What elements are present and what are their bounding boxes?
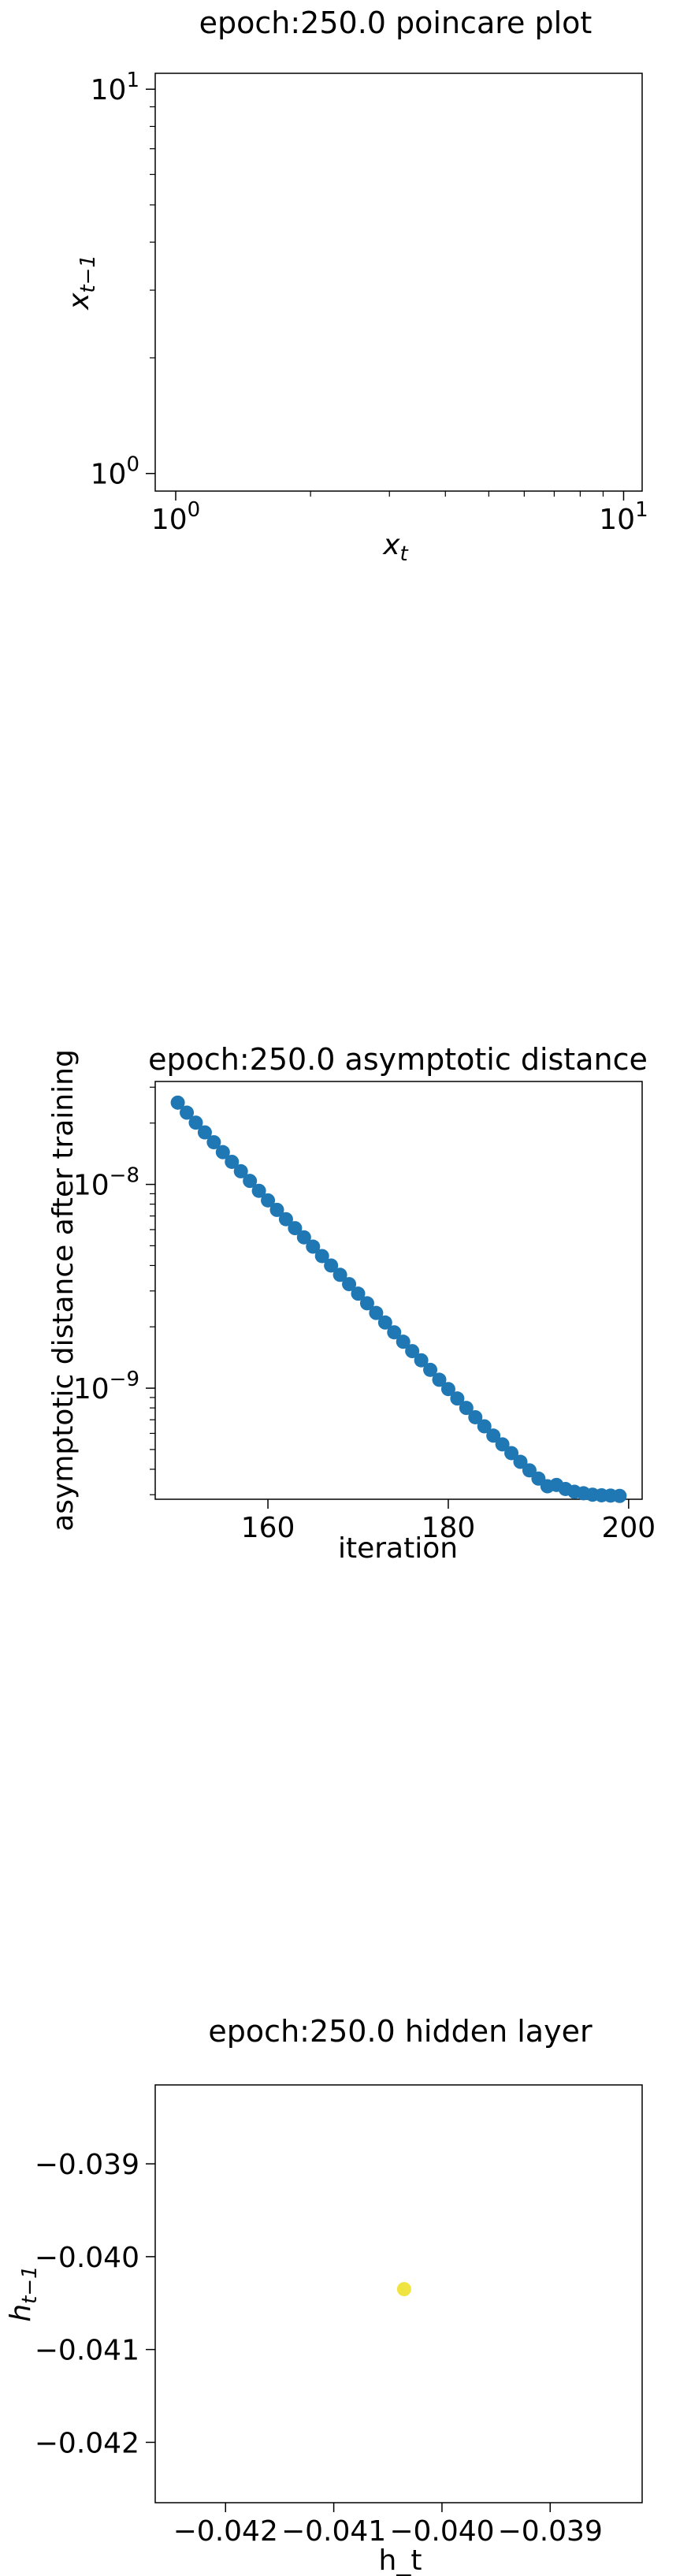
data-point (332, 1268, 347, 1282)
y-tick-label: −0.041 (35, 2335, 139, 2367)
data-point (359, 1296, 374, 1311)
data-point (180, 1105, 195, 1120)
x-tick-label: −0.039 (498, 2515, 603, 2548)
x-tick-label: 200 (601, 1512, 656, 1544)
h-label-main: h (5, 2304, 37, 2322)
data-point (513, 1454, 528, 1469)
data-point (288, 1221, 303, 1236)
x-label-sub: t (400, 542, 409, 566)
data-point (324, 1258, 339, 1273)
hidden-layer-panel: epoch:250.0 hidden layer −0.042 −0.041 −0.… (5, 2014, 643, 2576)
hidden-layer-ticks (146, 2163, 552, 2512)
x-tick-label: 100 (151, 498, 200, 536)
hidden-layer-title: epoch:250.0 hidden layer (208, 2014, 593, 2049)
hidden-layer-x-axis-label: h_t (379, 2544, 422, 2576)
data-point (396, 2282, 411, 2297)
data-point (377, 1315, 392, 1330)
x-tick-label: −0.040 (389, 2515, 494, 2548)
x-tick-label: 160 (241, 1512, 295, 1544)
poincare-plot-title: epoch:250.0 poincare plot (199, 6, 593, 40)
data-point (486, 1428, 501, 1443)
data-point (504, 1446, 519, 1461)
data-point (206, 1135, 221, 1150)
asymptotic-distance-points (170, 1095, 627, 1503)
data-point (233, 1163, 248, 1178)
data-point (459, 1401, 474, 1416)
poincare-plot-ticks (146, 88, 625, 501)
y-tick-label: −0.039 (35, 2149, 139, 2181)
data-point (396, 1335, 411, 1349)
data-point (450, 1391, 465, 1406)
x-tick-label: 101 (599, 498, 648, 536)
data-point (440, 1382, 455, 1397)
data-point (432, 1372, 447, 1387)
x-tick-label: −0.042 (173, 2515, 278, 2548)
data-point (225, 1154, 240, 1169)
data-point (215, 1145, 230, 1160)
data-point (387, 1325, 402, 1340)
data-point (269, 1202, 284, 1217)
data-point (477, 1419, 492, 1434)
asymptotic-distance-ticks (146, 1086, 630, 1509)
data-point (306, 1239, 321, 1254)
data-point (243, 1174, 258, 1189)
h-label-sub: t−1 (18, 2265, 42, 2304)
data-point (188, 1115, 203, 1130)
data-point (612, 1488, 627, 1503)
asymptotic-distance-x-axis-label: iteration (338, 1532, 458, 1565)
y-tick-label: 101 (91, 69, 139, 106)
data-point (170, 1095, 185, 1110)
data-point (278, 1212, 293, 1227)
y-tick-label: 10−9 (73, 1368, 139, 1405)
asymptotic-distance-panel: epoch:250.0 asymptotic distance 160 180 20… (47, 1042, 656, 1565)
data-point (414, 1353, 429, 1368)
y-tick-label: −0.040 (35, 2242, 139, 2274)
data-point (197, 1125, 212, 1140)
data-point (522, 1463, 537, 1478)
asymptotic-distance-y-axis-label: asymptotic distance after training (47, 1049, 80, 1532)
asymptotic-distance-plot-area (154, 1081, 643, 1500)
asymptotic-distance-tick-labels: 160 180 200 10−9 10−8 (73, 1164, 656, 1544)
poincare-plot-tick-labels: 100 101 100 101 (91, 69, 648, 536)
poincare-plot-x-axis-label: xt (382, 529, 408, 566)
y-tick-label: 10−8 (73, 1164, 139, 1202)
data-point (261, 1193, 276, 1208)
data-point (342, 1277, 357, 1292)
data-point (296, 1230, 311, 1245)
x-tick-label: 180 (422, 1512, 476, 1544)
x-tick-label: −0.041 (281, 2515, 386, 2548)
data-point (423, 1362, 438, 1377)
y-label-main: x (63, 292, 95, 311)
hidden-layer-plot-area (154, 2084, 643, 2503)
x-label-main: x (382, 529, 400, 561)
data-point (405, 1344, 420, 1359)
poincare-plot-area (154, 73, 643, 492)
hidden-layer-tick-labels: −0.042 −0.041 −0.040 −0.039−0.042−0.041−0.0… (35, 2149, 603, 2548)
data-point (314, 1249, 329, 1264)
data-point (369, 1305, 384, 1320)
data-point (251, 1183, 266, 1198)
hidden-layer-points (396, 2282, 411, 2297)
data-point (351, 1286, 366, 1301)
y-tick-label: 100 (91, 453, 139, 491)
data-point (468, 1409, 483, 1424)
poincare-plot-panel: epoch:250.0 poincare plot 100 101 100 101 x… (63, 6, 648, 566)
data-point (495, 1437, 510, 1452)
y-label-sub: t−1 (76, 255, 100, 293)
asymptotic-distance-title: epoch:250.0 asymptotic distance (148, 1042, 648, 1077)
y-tick-label: −0.042 (35, 2427, 139, 2459)
hidden-layer-y-axis-label: ht−1 (5, 2265, 42, 2321)
poincare-plot-y-axis-label: xt−1 (63, 255, 100, 311)
